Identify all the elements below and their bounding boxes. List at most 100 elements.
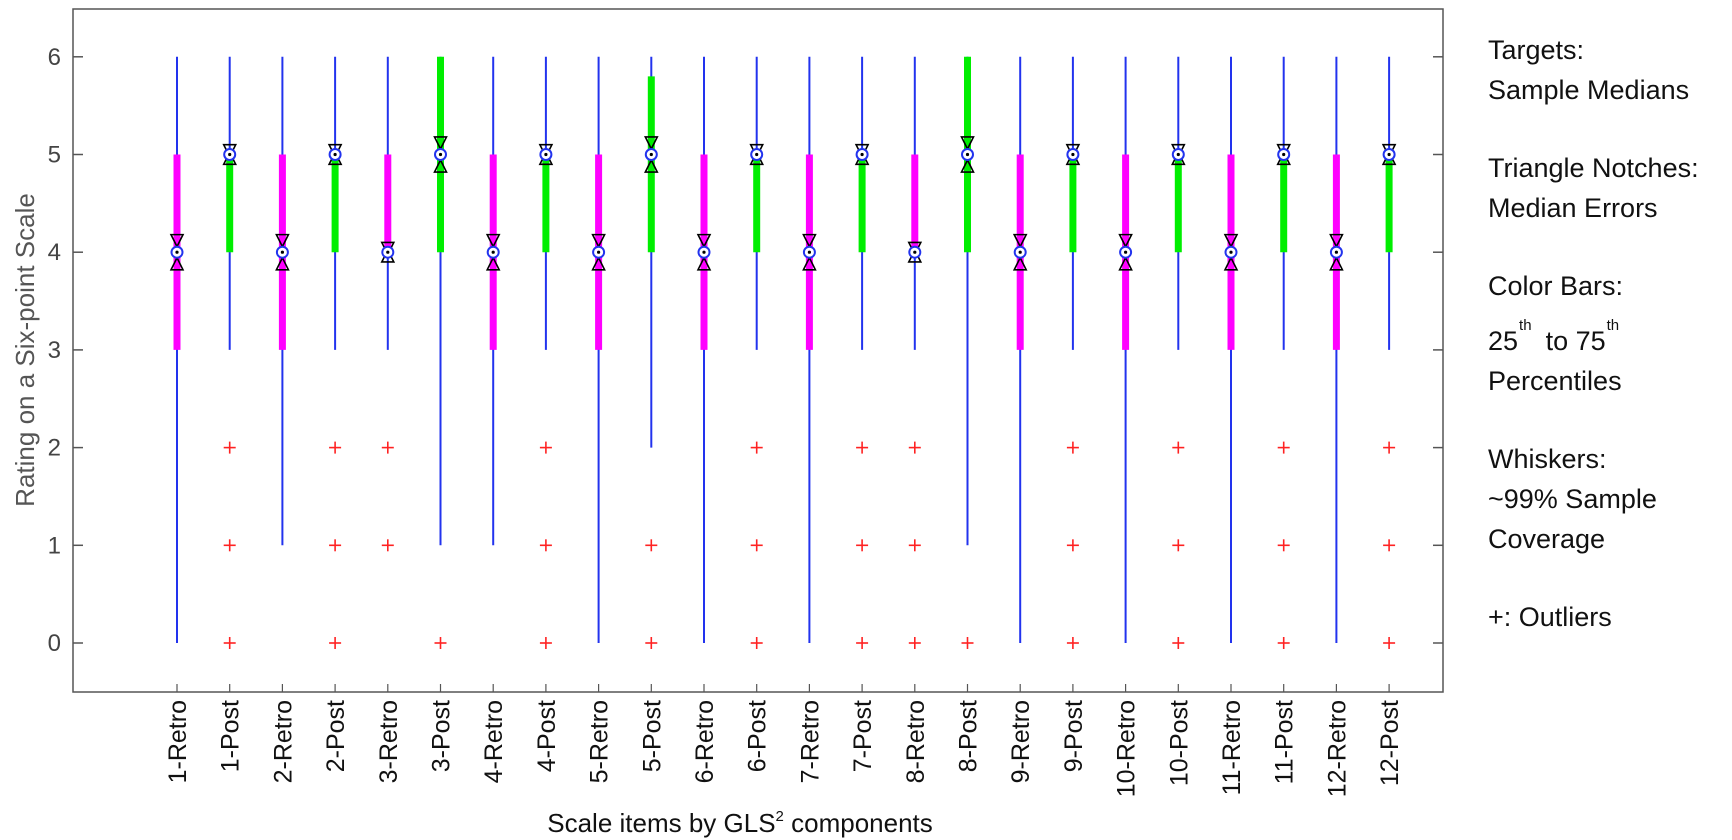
legend-colorbars-to: to 75 xyxy=(1545,326,1606,356)
median-dot xyxy=(1282,152,1286,157)
notch-lower xyxy=(1118,255,1133,271)
x-tick-label: 2-Retro xyxy=(269,700,297,783)
box-6-Post xyxy=(749,56,764,649)
notch-upper xyxy=(1012,233,1028,249)
legend: Targets: Sample Medians Triangle Notches… xyxy=(1488,30,1699,675)
y-tick-label: 4 xyxy=(48,239,61,266)
notch-lower xyxy=(1329,255,1344,271)
y-tick-label: 3 xyxy=(48,337,61,364)
box-1-Retro xyxy=(169,56,185,643)
median-dot xyxy=(1334,250,1338,254)
median-dot xyxy=(807,250,812,254)
box-4-Post xyxy=(538,56,554,649)
box-11-Post xyxy=(1276,56,1291,649)
legend-whiskers-line2: Coverage xyxy=(1488,524,1606,554)
x-tick-label: 10-Retro xyxy=(1113,700,1141,797)
y-tick-label: 6 xyxy=(48,44,61,71)
x-axis-label: Scale items by GLS2 components xyxy=(547,808,933,838)
legend-whiskers: Whiskers: ~99% Sample Coverage xyxy=(1488,439,1699,559)
x-axis-label-sup: 2 xyxy=(776,808,784,825)
legend-targets-title: Targets: xyxy=(1488,35,1585,65)
median-dot xyxy=(228,152,232,157)
y-tick-label: 0 xyxy=(48,630,61,657)
box-7-Retro xyxy=(802,56,817,643)
median-dot xyxy=(438,152,443,157)
legend-colorbars-title: Color Bars: xyxy=(1488,271,1624,301)
notch-upper xyxy=(485,233,501,249)
x-tick-label: 9-Post xyxy=(1060,700,1088,772)
x-tick-label: 9-Retro xyxy=(1007,700,1035,783)
legend-colorbars-from-sup: th xyxy=(1519,317,1532,334)
legend-colorbars: Color Bars: 25thto 75th Percentiles xyxy=(1488,266,1699,401)
x-tick-label: 3-Post xyxy=(428,700,456,772)
notch-lower xyxy=(960,158,975,173)
notch-lower xyxy=(275,255,290,271)
y-axis-label: Rating on a Six-point Scale xyxy=(10,193,40,507)
x-axis: 1-Retro 1-Post 2-Retro 2-Post 3-Retro 3-Post 4… xyxy=(164,684,1404,797)
median-dot xyxy=(1018,250,1022,254)
median-dot xyxy=(649,152,653,157)
box-2-Post xyxy=(327,56,343,649)
median-dot xyxy=(280,250,284,254)
box-3-Post xyxy=(433,56,448,649)
legend-outliers-text: +: Outliers xyxy=(1488,602,1612,632)
x-tick-label: 1-Post xyxy=(217,700,245,772)
median-dot xyxy=(1176,152,1180,157)
legend-whiskers-title: Whiskers: xyxy=(1488,444,1607,474)
box-10-Retro xyxy=(1118,56,1133,643)
median-dot xyxy=(1229,250,1233,254)
box-3-Retro xyxy=(380,56,396,552)
x-tick-label: 8-Post xyxy=(955,700,983,772)
legend-notches-desc: Median Errors xyxy=(1488,193,1658,223)
box-5-Post xyxy=(644,56,659,649)
boxplot-chart: 0 1 2 3 4 5 6 1-Retro 1-Post 2-Retro 2-Post 3-Retr… xyxy=(10,8,1444,838)
legend-targets: Targets: Sample Medians xyxy=(1488,30,1699,110)
x-tick-label: 6-Post xyxy=(744,700,772,772)
box-5-Retro xyxy=(591,56,606,643)
median-dot xyxy=(1071,152,1075,157)
box-6-Retro xyxy=(696,56,712,643)
notch-lower xyxy=(1223,255,1239,271)
notch-lower xyxy=(696,255,712,271)
notch-upper xyxy=(591,233,606,249)
median-dot xyxy=(860,152,864,157)
y-tick-label: 2 xyxy=(48,435,61,462)
x-tick-label: 10-Post xyxy=(1165,700,1193,786)
x-tick-label: 5-Post xyxy=(638,700,666,772)
x-tick-label: 11-Post xyxy=(1271,700,1299,784)
legend-notches: Triangle Notches: Median Errors xyxy=(1488,148,1699,228)
x-tick-label: 12-Post xyxy=(1376,700,1404,786)
legend-outliers: +: Outliers xyxy=(1488,597,1699,637)
x-tick-label: 4-Retro xyxy=(480,700,508,783)
notch-upper xyxy=(960,136,975,151)
median-dot xyxy=(491,250,495,254)
median-dot xyxy=(386,250,390,254)
x-tick-label: 7-Post xyxy=(849,700,877,772)
notch-lower xyxy=(1012,255,1028,271)
x-axis-label-tail: components xyxy=(784,808,933,838)
box-1-Post xyxy=(222,56,237,649)
notch-lower xyxy=(485,255,501,271)
median-dot xyxy=(702,250,706,254)
legend-colorbars-to-sup: th xyxy=(1606,317,1620,334)
notch-lower xyxy=(802,255,817,271)
box-2-Retro xyxy=(275,56,290,546)
median-dot xyxy=(913,250,917,254)
notch-lower xyxy=(169,255,185,271)
notch-upper xyxy=(644,136,659,151)
box-12-Retro xyxy=(1329,56,1344,643)
notch-upper xyxy=(1329,233,1344,249)
y-axis: 0 1 2 3 4 5 6 xyxy=(48,44,1443,657)
x-tick-label: 12-Retro xyxy=(1323,700,1351,797)
x-tick-label: 7-Retro xyxy=(796,700,824,783)
notch-lower xyxy=(644,158,659,173)
notch-upper xyxy=(275,233,290,249)
median-dot xyxy=(965,152,970,157)
y-tick-label: 1 xyxy=(48,532,61,559)
x-tick-label: 3-Retro xyxy=(375,700,403,783)
median-dot xyxy=(1124,250,1128,254)
legend-whiskers-line1: ~99% Sample xyxy=(1488,484,1657,514)
x-axis-label-main: Scale items by GLS xyxy=(547,808,775,838)
legend-colorbars-range: 25thto 75th xyxy=(1488,306,1699,361)
median-dot xyxy=(1387,152,1391,157)
